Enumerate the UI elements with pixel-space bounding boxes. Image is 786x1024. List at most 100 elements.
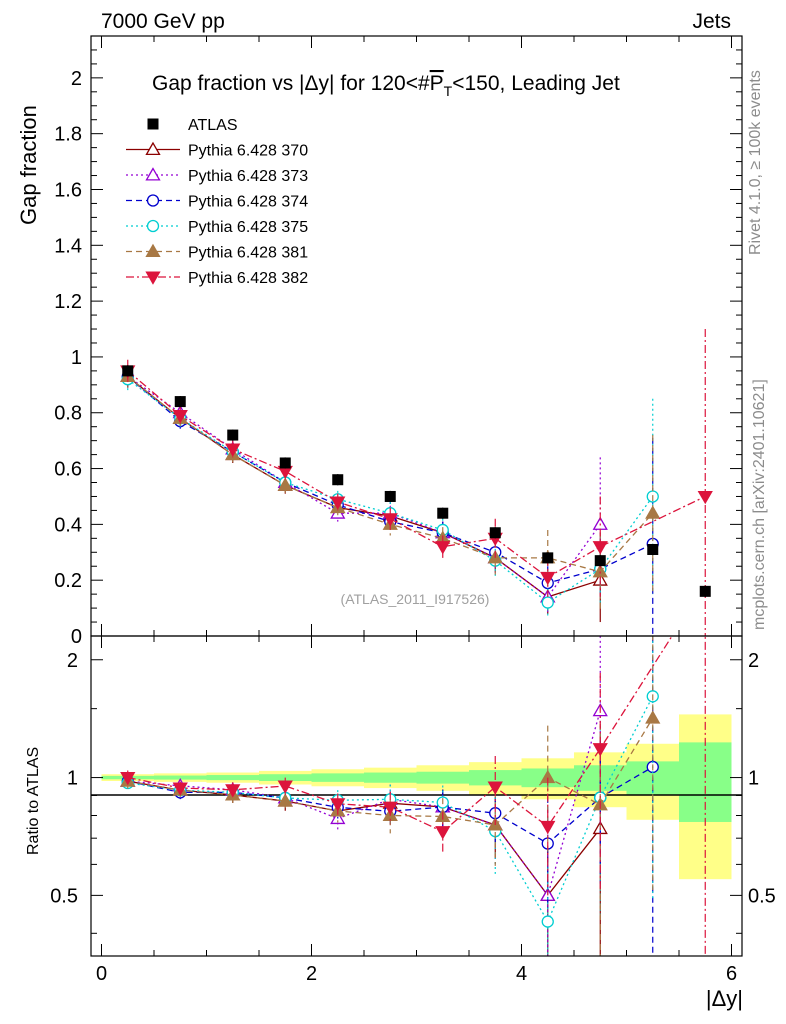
legend-label: Pythia 6.428 370 xyxy=(188,143,308,160)
band-inner xyxy=(311,773,364,782)
legend-item-s382: Pythia 6.428 382 xyxy=(126,270,308,287)
data-point xyxy=(540,571,556,586)
y-tick-label: 1.8 xyxy=(54,124,82,146)
ratio-line xyxy=(127,710,601,897)
data-point xyxy=(172,410,188,424)
y-tick-label-right: 0.5 xyxy=(748,885,776,907)
legend-marker xyxy=(145,141,161,156)
header-left: 7000 GeV pp xyxy=(101,10,225,33)
ratio-bands xyxy=(101,714,732,880)
legend: ATLAS Pythia 6.428 370 Pythia 6.428 373 Pyt… xyxy=(126,117,308,287)
x-tick-label: 4 xyxy=(516,963,527,985)
ratio-line xyxy=(127,780,601,897)
legend-marker xyxy=(145,243,161,258)
x-tick-label: 0 xyxy=(96,963,107,985)
y-axis-label-top: Gap fraction xyxy=(16,105,41,225)
y-tick-label-left: 1 xyxy=(67,768,78,790)
ratio-point xyxy=(330,798,346,812)
data-point xyxy=(592,541,608,555)
series-s370 xyxy=(120,365,608,623)
data-point xyxy=(332,474,344,486)
legend-marker xyxy=(145,271,161,285)
y-tick-label: 0.2 xyxy=(54,570,82,592)
y-tick-label-left: 0.5 xyxy=(50,885,78,907)
legend-marker xyxy=(146,219,160,233)
legend-item-s373: Pythia 6.428 373 xyxy=(126,167,308,185)
y-tick-label: 0.6 xyxy=(54,459,82,481)
y-tick-label: 0.8 xyxy=(54,403,82,425)
data-point xyxy=(699,585,711,597)
ratio-point xyxy=(172,782,188,796)
data-point xyxy=(382,513,398,527)
legend-marker xyxy=(147,118,159,130)
ratio-point xyxy=(382,801,398,816)
ratio-point xyxy=(277,780,293,794)
data-point xyxy=(697,490,713,505)
data-point xyxy=(542,552,554,564)
x-tick-label: 2 xyxy=(306,963,317,985)
ratio-point xyxy=(592,743,608,757)
data-point xyxy=(437,507,449,519)
ratio-line xyxy=(127,696,654,924)
chart-title: Gap fraction vs |Δy| for 120<#PT<150, Le… xyxy=(152,72,620,99)
series-line xyxy=(127,375,654,584)
y-tick-label: 1 xyxy=(71,347,82,369)
legend-label: Pythia 6.428 382 xyxy=(188,270,308,287)
ratio-series-s373 xyxy=(120,636,608,956)
data-point xyxy=(225,443,241,457)
y-tick-label: 1.6 xyxy=(54,179,82,201)
data-point xyxy=(645,505,661,519)
legend-label: Pythia 6.428 373 xyxy=(188,168,308,185)
legend-marker xyxy=(146,194,160,207)
y-tick-label: 0 xyxy=(71,626,82,648)
ratio-point xyxy=(120,772,136,786)
data-point xyxy=(541,596,554,609)
y-tick-label-right: 2 xyxy=(748,650,759,672)
legend-item-s370: Pythia 6.428 370 xyxy=(126,141,308,160)
y-tick-label: 2 xyxy=(71,68,82,90)
legend-label: Pythia 6.428 374 xyxy=(188,194,308,211)
legend-item-atlas: ATLAS xyxy=(147,117,238,134)
title-prefix: Gap fraction vs |Δy| for 120<# xyxy=(152,72,430,95)
side-label-rivet: Rivet 4.1.0, ≥ 100k events xyxy=(747,70,764,255)
data-point xyxy=(489,527,501,539)
band-inner xyxy=(364,772,417,783)
series-line xyxy=(127,378,654,604)
legend-item-s374: Pythia 6.428 374 xyxy=(126,194,308,211)
data-point xyxy=(279,457,291,469)
data-point xyxy=(174,396,186,408)
x-tick-label: 6 xyxy=(726,963,737,985)
y-tick-label: 0.4 xyxy=(54,514,82,536)
data-point xyxy=(594,555,606,567)
series-s381 xyxy=(120,365,661,611)
y-tick-label: 1.2 xyxy=(54,291,82,313)
data-point xyxy=(122,365,134,377)
title-p: P xyxy=(430,72,444,95)
top-series xyxy=(120,329,713,636)
header-right: Jets xyxy=(692,10,731,33)
y-tick-label: 1.4 xyxy=(54,235,82,257)
series-line xyxy=(127,370,706,579)
legend-label: ATLAS xyxy=(188,117,238,134)
ratio-point xyxy=(540,820,556,835)
ratio-point xyxy=(645,710,661,724)
side-label-mcplots: mcplots.cern.ch [arXiv:2401.10621] xyxy=(751,379,768,630)
axis-ticks xyxy=(91,36,742,956)
series-s382 xyxy=(120,329,713,636)
x-axis-label: |Δy| xyxy=(706,986,743,1011)
ratio-point xyxy=(277,793,293,807)
series-s373 xyxy=(120,365,608,614)
band-inner xyxy=(416,771,469,784)
data-point xyxy=(277,477,293,491)
ratio-point xyxy=(225,784,241,798)
ratio-series-s382 xyxy=(120,636,706,956)
y-axis-label-bottom: Ratio to ATLAS xyxy=(25,747,42,855)
ratio-point xyxy=(435,826,451,840)
series-atlas xyxy=(122,365,711,597)
title-sub: T xyxy=(444,83,453,99)
data-point xyxy=(384,490,396,502)
y-tick-label-left: 2 xyxy=(67,650,78,672)
y-tick-label-right: 1 xyxy=(748,768,759,790)
legend-marker xyxy=(145,167,161,181)
